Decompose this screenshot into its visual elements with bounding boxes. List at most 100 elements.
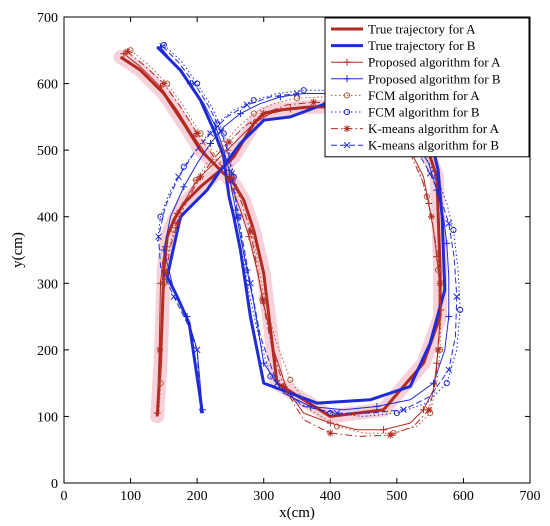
data-point-s3-38 bbox=[180, 183, 188, 191]
data-point-s4-30 bbox=[293, 95, 301, 102]
data-point-s5-18 bbox=[443, 380, 450, 387]
data-point-s7-38 bbox=[155, 233, 162, 241]
legend-entry-2: Proposed algorithm for A bbox=[331, 55, 501, 70]
legend-label: K-means algorithm for A bbox=[368, 121, 500, 136]
data-point-s2-36 bbox=[250, 120, 258, 128]
data-point-s6-18 bbox=[425, 406, 433, 414]
legend-entry-7: K-means algorithm for B bbox=[331, 138, 499, 153]
legend-label: True trajectory for A bbox=[368, 22, 476, 37]
data-point-s7-22 bbox=[445, 220, 453, 227]
data-point-s6-20 bbox=[434, 346, 442, 354]
data-point-s2-34 bbox=[286, 105, 294, 113]
data-point-s4-42 bbox=[157, 380, 164, 387]
data-point-s3-34 bbox=[236, 110, 244, 118]
legend-marker bbox=[343, 75, 351, 83]
legend-marker bbox=[343, 108, 351, 116]
data-point-s2-46 bbox=[157, 279, 165, 287]
x-tick-label: 300 bbox=[253, 489, 274, 504]
data-point-s4-38 bbox=[170, 226, 177, 234]
data-point-s2-2 bbox=[157, 83, 165, 91]
data-point-s5-24 bbox=[433, 173, 440, 180]
data-point-s4-12 bbox=[287, 376, 294, 383]
y-tick-label: 300 bbox=[37, 277, 58, 292]
data-point-s7-12 bbox=[273, 379, 281, 387]
data-point-s7-16 bbox=[400, 406, 407, 414]
legend-entry-0: True trajectory for A bbox=[331, 22, 476, 37]
data-point-s6-24 bbox=[427, 213, 435, 221]
x-tick-label: 500 bbox=[386, 489, 407, 504]
data-point-s6-42 bbox=[156, 346, 164, 354]
y-tick-label: 600 bbox=[37, 78, 58, 93]
data-point-s2-8 bbox=[245, 233, 253, 241]
data-point-s5-20 bbox=[457, 306, 464, 314]
data-point-s7-42 bbox=[193, 346, 201, 354]
data-point-s3-12 bbox=[260, 359, 268, 367]
y-axis-label: y(cm) bbox=[10, 232, 26, 268]
data-point-s6-4 bbox=[193, 130, 201, 137]
data-point-s3-20 bbox=[445, 313, 453, 321]
data-point-s3-10 bbox=[243, 266, 251, 274]
data-point-s6-22 bbox=[436, 279, 444, 287]
data-point-s7-32 bbox=[243, 101, 251, 109]
x-tick-label: 700 bbox=[520, 489, 541, 504]
data-point-s3-32 bbox=[276, 93, 284, 101]
data-point-s4-36 bbox=[192, 177, 199, 184]
x-axis-label: x(cm) bbox=[279, 505, 315, 521]
data-point-s7-0 bbox=[159, 42, 166, 50]
data-point-s4-40 bbox=[160, 280, 167, 287]
data-point-s7-6 bbox=[228, 170, 236, 177]
y-tick-label: 200 bbox=[37, 344, 58, 359]
data-point-s3-8 bbox=[232, 206, 240, 214]
legend-label: FCM algorithm for B bbox=[368, 105, 480, 120]
data-point-s7-20 bbox=[453, 293, 461, 300]
data-point-s5-16 bbox=[393, 410, 400, 417]
data-point-s5-10 bbox=[243, 280, 251, 287]
data-point-s7-34 bbox=[207, 130, 214, 137]
legend-box bbox=[324, 17, 530, 158]
legend-entry-4: FCM algorithm for A bbox=[331, 88, 480, 103]
data-point-s7-40 bbox=[170, 293, 178, 300]
data-point-s6-38 bbox=[173, 219, 181, 227]
data-point-s2-16 bbox=[380, 426, 388, 434]
data-point-s7-14 bbox=[333, 409, 341, 417]
data-point-s7-10 bbox=[247, 279, 254, 287]
x-tick-label: 600 bbox=[453, 489, 474, 504]
data-point-s3-42 bbox=[183, 313, 191, 321]
x-tick-label: 100 bbox=[120, 489, 141, 504]
data-point-s6-0 bbox=[123, 48, 131, 56]
data-point-s7-36 bbox=[175, 173, 182, 181]
x-tick-label: 200 bbox=[187, 489, 208, 504]
data-point-s7-24 bbox=[426, 170, 434, 177]
legend-label: Proposed algorithm for A bbox=[368, 55, 501, 70]
series-line-6 bbox=[126, 51, 442, 437]
legend-entry-1: True trajectory for B bbox=[331, 38, 476, 53]
data-point-s3-16 bbox=[373, 402, 381, 410]
legend-marker bbox=[343, 92, 351, 99]
ticks-layer: 0 100 200 300 400 500 600 700 0 100 200 300 400 500 60… bbox=[37, 11, 541, 504]
data-point-s6-8 bbox=[246, 227, 254, 235]
data-point-s2-20 bbox=[433, 359, 441, 367]
data-point-s6-30 bbox=[310, 98, 318, 106]
legend-entry-6: K-means algorithm for A bbox=[331, 121, 500, 136]
data-point-s7-30 bbox=[293, 90, 301, 97]
y-tick-label: 100 bbox=[37, 410, 58, 425]
x-tick-label: 0 bbox=[61, 489, 68, 504]
data-point-s7-2 bbox=[191, 80, 198, 87]
data-point-s6-2 bbox=[160, 80, 168, 88]
data-point-s5-22 bbox=[450, 226, 457, 234]
series-line-7 bbox=[158, 45, 458, 414]
legend-entry-5: FCM algorithm for B bbox=[331, 105, 480, 120]
data-point-s3-36 bbox=[206, 139, 214, 147]
data-point-s6-32 bbox=[260, 110, 268, 118]
legend-marker bbox=[343, 58, 351, 66]
y-tick-label: 500 bbox=[37, 144, 58, 159]
data-point-s7-18 bbox=[445, 366, 453, 374]
data-point-s5-4 bbox=[220, 130, 227, 137]
data-point-s7-4 bbox=[217, 128, 225, 135]
data-point-s3-22 bbox=[443, 239, 451, 247]
data-point-s6-10 bbox=[258, 296, 266, 304]
legend-marker bbox=[343, 125, 351, 133]
data-point-s7-8 bbox=[235, 213, 242, 221]
